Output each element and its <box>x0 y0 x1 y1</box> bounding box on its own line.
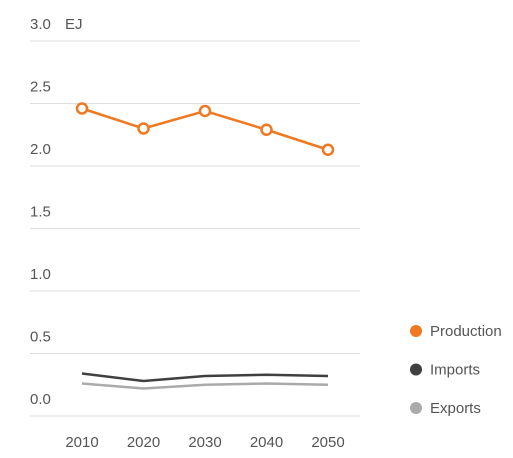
x-tick-label: 2010 <box>65 434 98 451</box>
legend-label: Production <box>430 323 502 340</box>
point-marker <box>260 123 273 136</box>
y-tick-label: 3.0 <box>30 16 51 33</box>
legend-swatch <box>410 402 422 414</box>
point-marker <box>198 104 212 118</box>
y-tick-label: 1.5 <box>30 204 51 221</box>
y-tick-label: 2.5 <box>30 79 51 96</box>
unit-label: EJ <box>65 16 83 33</box>
series-line <box>81 372 329 383</box>
x-tick-label: 2040 <box>250 434 283 451</box>
y-tick-label: 2.0 <box>30 141 51 158</box>
series-line <box>81 382 329 390</box>
y-tick-label: 1.0 <box>30 266 51 283</box>
legend-swatch <box>410 363 422 376</box>
legend-swatch <box>410 325 422 337</box>
point-marker <box>137 122 150 135</box>
legend-label: Exports <box>430 400 481 417</box>
point-marker <box>75 102 89 115</box>
x-tick-label: 2020 <box>127 434 160 451</box>
y-tick-label: 0.0 <box>30 391 51 408</box>
legend-label: Imports <box>430 362 480 379</box>
x-tick-label: 2030 <box>188 434 221 451</box>
x-tick-label: 2050 <box>311 434 344 451</box>
point-marker <box>321 143 335 156</box>
y-tick-label: 0.5 <box>30 329 51 346</box>
